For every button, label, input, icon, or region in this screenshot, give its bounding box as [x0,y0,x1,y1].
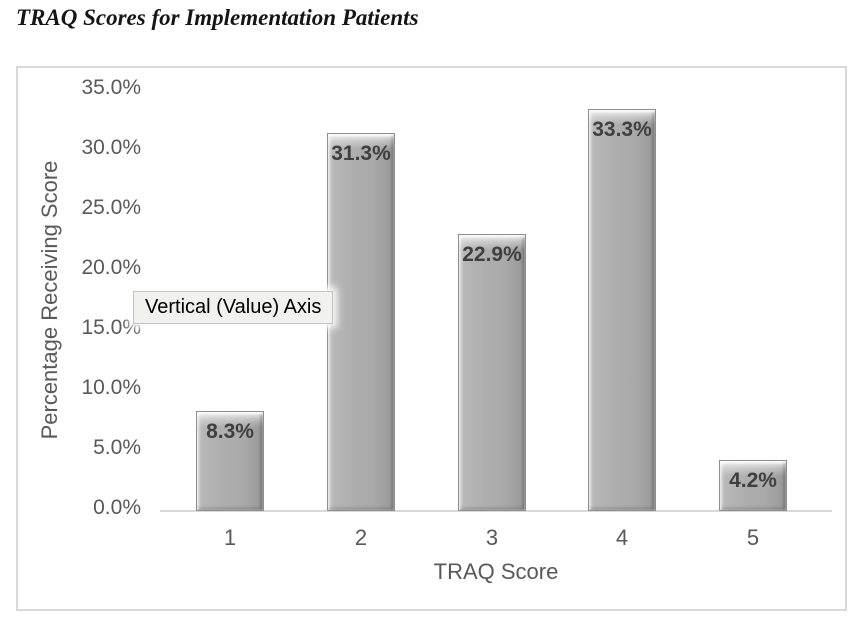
page-title: TRAQ Scores for Implementation Patients [16,5,419,30]
x-tick-label[interactable]: 1 [223,525,237,550]
bar-value-label: 31.3% [331,142,391,165]
x-axis-title[interactable]: TRAQ Score [433,559,559,584]
y-tick-label[interactable]: 25.0% [81,196,141,219]
chart-frame[interactable]: Percentage Receiving Score 35.0% 30.0% 25.… [16,66,847,611]
x-tick-label[interactable]: 5 [746,525,760,550]
bar-traq-2[interactable]: 31.3% [327,133,395,511]
y-axis-title[interactable]: Percentage Receiving Score [37,160,62,440]
bar-traq-4[interactable]: 33.3% [588,109,656,511]
x-tick-label[interactable]: 2 [354,525,368,550]
vertical-axis-tooltip: Vertical (Value) Axis [133,291,334,324]
y-tick-label[interactable]: 15.0% [81,316,141,339]
bar-traq-3[interactable]: 22.9% [458,234,526,511]
y-tick-label[interactable]: 5.0% [93,436,141,459]
y-tick-label[interactable]: 20.0% [81,256,141,279]
bar-value-label: 4.2% [729,469,777,492]
x-axis-line[interactable] [160,510,832,512]
y-tick-label[interactable]: 0.0% [93,496,141,519]
bar-value-label: 33.3% [592,118,652,141]
bar-value-label: 22.9% [462,243,522,266]
bar-traq-5[interactable]: 4.2% [719,460,787,511]
y-tick-label[interactable]: 35.0% [81,76,141,99]
x-tick-label[interactable]: 4 [615,525,629,550]
bar-value-label: 8.3% [206,420,254,443]
x-tick-label[interactable]: 3 [485,525,499,550]
y-tick-label[interactable]: 30.0% [81,136,141,159]
y-tick-label[interactable]: 10.0% [81,376,141,399]
bar-traq-1[interactable]: 8.3% [196,411,264,511]
